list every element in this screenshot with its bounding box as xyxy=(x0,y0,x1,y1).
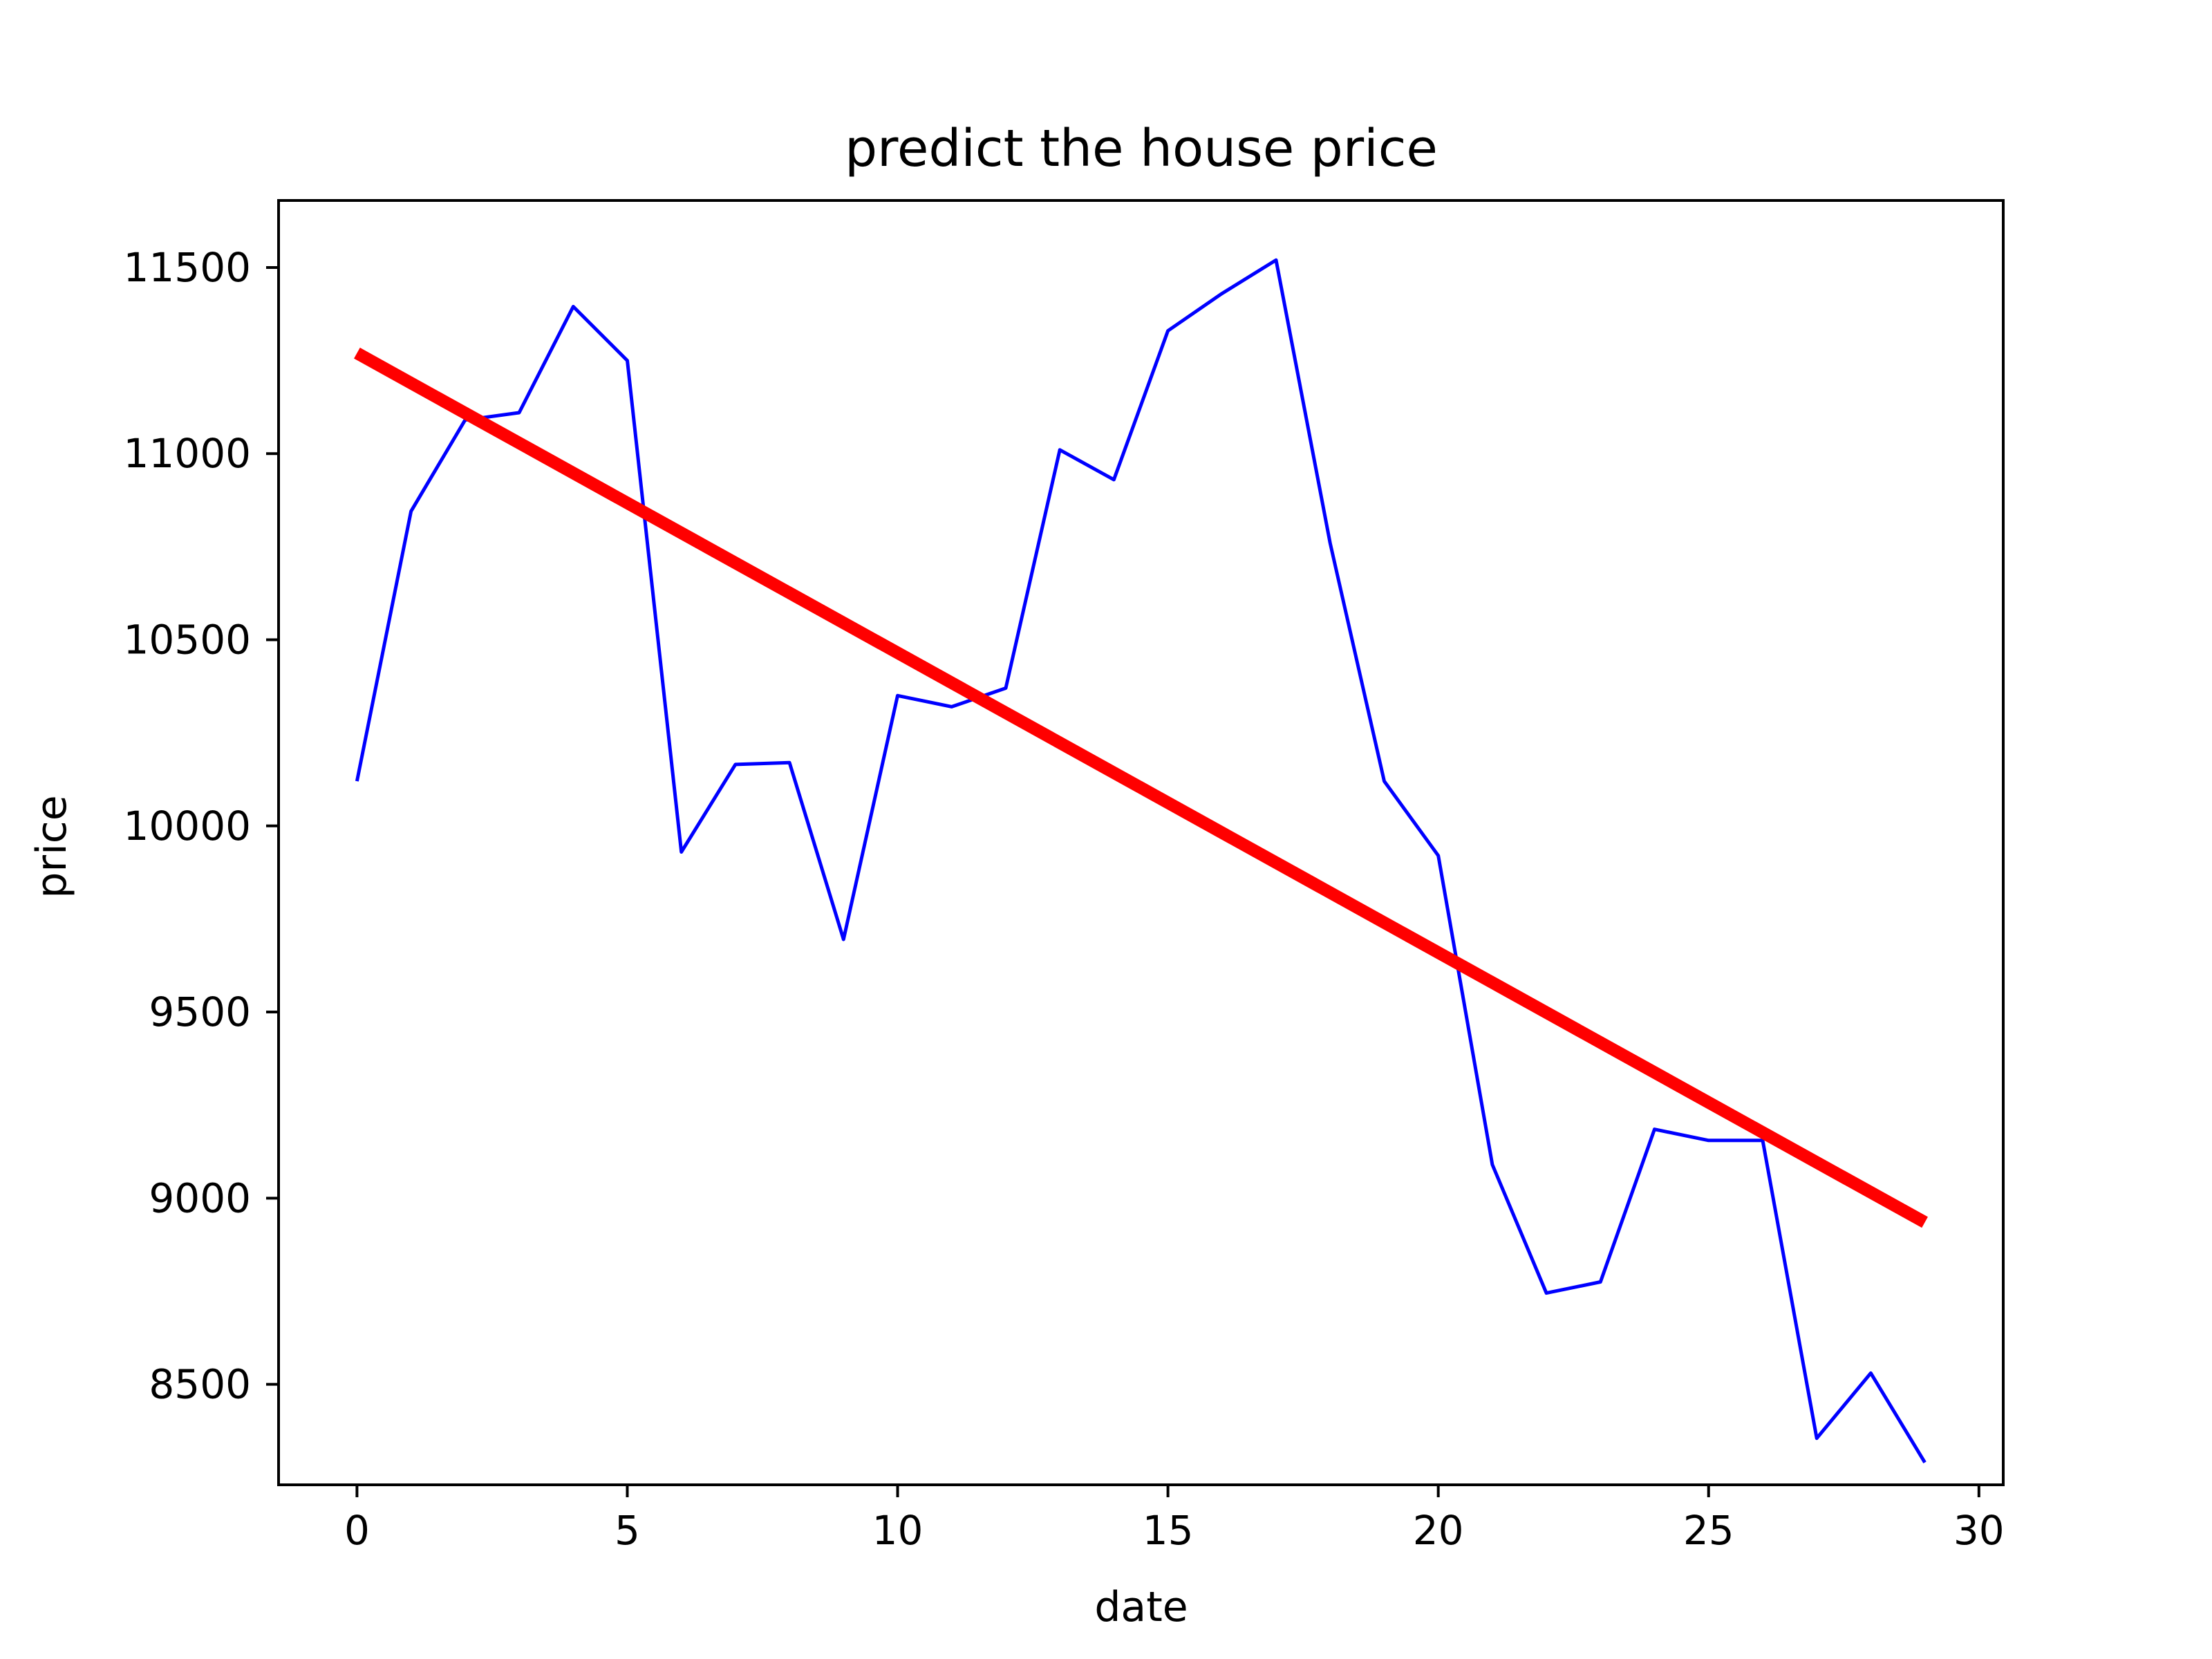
x-tick-label: 5 xyxy=(615,1507,640,1554)
y-tick-label: 9000 xyxy=(149,1174,251,1221)
chart-title: predict the house price xyxy=(845,119,1438,178)
y-tick-label: 10500 xyxy=(123,616,251,663)
x-tick-label: 20 xyxy=(1413,1507,1464,1554)
x-tick-label: 15 xyxy=(1143,1507,1194,1554)
series-line-0 xyxy=(355,258,1927,1463)
y-tick-label: 11500 xyxy=(123,244,251,291)
y-tick-label: 10000 xyxy=(123,803,251,850)
y-tick-label: 8500 xyxy=(149,1361,251,1408)
x-axis-label: date xyxy=(1094,1583,1188,1631)
x-tick-label: 10 xyxy=(872,1507,924,1554)
x-tick-label: 25 xyxy=(1683,1507,1734,1554)
x-tick-label: 0 xyxy=(344,1507,370,1554)
y-tick-label: 9500 xyxy=(149,988,251,1035)
y-tick-label: 11000 xyxy=(123,430,251,477)
plot-area-frame xyxy=(277,199,2005,1486)
plot-series xyxy=(354,258,1928,1463)
x-axis: 0 5 10 15 20 25 30 xyxy=(344,1485,2005,1554)
series-line-1 xyxy=(354,347,1928,1228)
x-tick-label: 30 xyxy=(1953,1507,2005,1554)
y-axis-label: price xyxy=(28,795,76,898)
y-axis: 8500 9000 9500 10000 10500 11000 11500 xyxy=(123,244,279,1408)
